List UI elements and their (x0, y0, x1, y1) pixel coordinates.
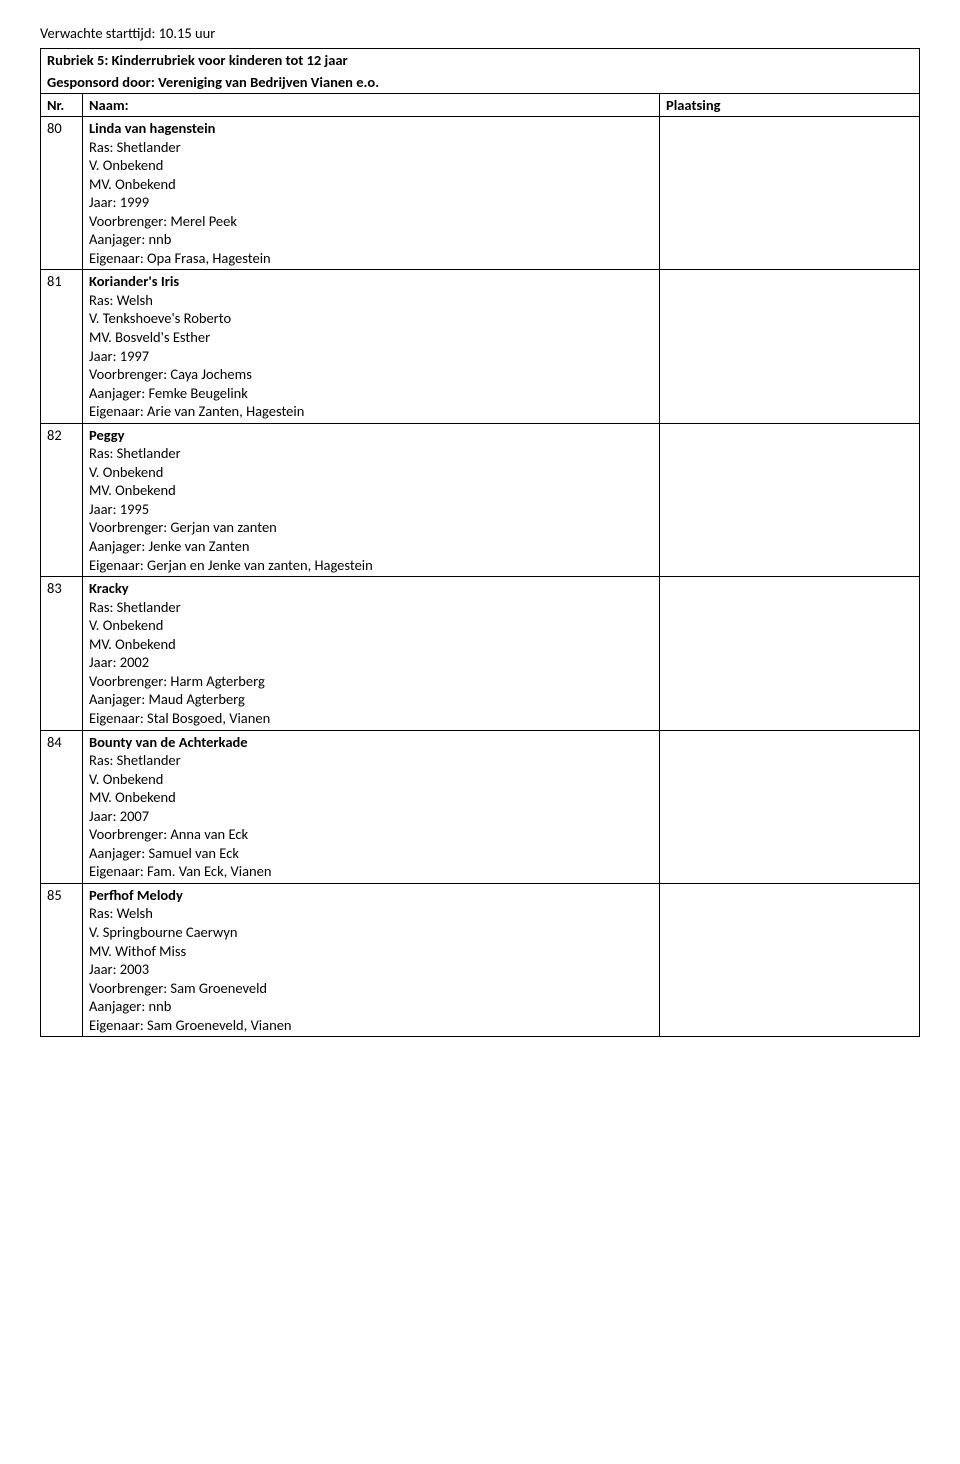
col-naam: Naam: (83, 94, 660, 117)
table-row: 81Koriander's IrisRas: WelshV. Tenkshoev… (41, 270, 920, 423)
entry-ras: Ras: Shetlander (89, 598, 653, 617)
entry-vader: V. Onbekend (89, 616, 653, 635)
entry-details: Perfhof MelodyRas: WelshV. Springbourne … (83, 883, 660, 1036)
entry-jaar: Jaar: 1995 (89, 500, 653, 519)
start-time-label: Verwachte starttijd: 10.15 uur (40, 24, 920, 42)
entry-eigenaar: Eigenaar: Arie van Zanten, Hagestein (89, 402, 653, 421)
entry-vader: V. Springbourne Caerwyn (89, 923, 653, 942)
entry-voorbrenger: Voorbrenger: Merel Peek (89, 212, 653, 231)
entry-nr: 85 (41, 883, 83, 1036)
entry-voorbrenger: Voorbrenger: Sam Groeneveld (89, 979, 653, 998)
entry-moeder: MV. Bosveld's Esther (89, 328, 653, 347)
entry-ras: Ras: Shetlander (89, 751, 653, 770)
table-row: 80Linda van hagensteinRas: ShetlanderV. … (41, 117, 920, 270)
table-row: 85Perfhof MelodyRas: WelshV. Springbourn… (41, 883, 920, 1036)
col-plaatsing: Plaatsing (659, 94, 919, 117)
entry-eigenaar: Eigenaar: Sam Groeneveld, Vianen (89, 1016, 653, 1035)
entry-moeder: MV. Withof Miss (89, 942, 653, 961)
entry-jaar: Jaar: 1999 (89, 193, 653, 212)
entry-ras: Ras: Welsh (89, 904, 653, 923)
entry-jaar: Jaar: 2003 (89, 960, 653, 979)
col-nr: Nr. (41, 94, 83, 117)
entry-name: Linda van hagenstein (89, 119, 653, 138)
entry-voorbrenger: Voorbrenger: Gerjan van zanten (89, 518, 653, 537)
rubriek-sponsor: Gesponsord door: Vereniging van Bedrijve… (41, 71, 920, 94)
entry-eigenaar: Eigenaar: Stal Bosgoed, Vianen (89, 709, 653, 728)
table-row: 84Bounty van de AchterkadeRas: Shetlande… (41, 730, 920, 883)
table-row: 83KrackyRas: ShetlanderV. OnbekendMV. On… (41, 577, 920, 730)
entry-ras: Ras: Shetlander (89, 138, 653, 157)
entry-vader: V. Tenkshoeve's Roberto (89, 309, 653, 328)
entry-name: Koriander's Iris (89, 272, 653, 291)
entry-vader: V. Onbekend (89, 463, 653, 482)
entry-jaar: Jaar: 2002 (89, 653, 653, 672)
entry-plaatsing (659, 577, 919, 730)
entry-name: Peggy (89, 426, 653, 445)
entry-moeder: MV. Onbekend (89, 788, 653, 807)
rubriek-title: Rubriek 5: Kinderrubriek voor kinderen t… (41, 49, 920, 72)
entry-aanjager: Aanjager: Maud Agterberg (89, 690, 653, 709)
entry-details: PeggyRas: ShetlanderV. OnbekendMV. Onbek… (83, 423, 660, 576)
entry-details: KrackyRas: ShetlanderV. OnbekendMV. Onbe… (83, 577, 660, 730)
entry-name: Kracky (89, 579, 653, 598)
entry-details: Bounty van de AchterkadeRas: ShetlanderV… (83, 730, 660, 883)
entries-table: Rubriek 5: Kinderrubriek voor kinderen t… (40, 48, 920, 1037)
entry-ras: Ras: Welsh (89, 291, 653, 310)
entry-details: Linda van hagensteinRas: ShetlanderV. On… (83, 117, 660, 270)
entry-plaatsing (659, 270, 919, 423)
entry-aanjager: Aanjager: Jenke van Zanten (89, 537, 653, 556)
entry-aanjager: Aanjager: nnb (89, 997, 653, 1016)
entry-name: Bounty van de Achterkade (89, 733, 653, 752)
entry-moeder: MV. Onbekend (89, 481, 653, 500)
entry-nr: 83 (41, 577, 83, 730)
entry-ras: Ras: Shetlander (89, 444, 653, 463)
entry-eigenaar: Eigenaar: Opa Frasa, Hagestein (89, 249, 653, 268)
table-row: 82PeggyRas: ShetlanderV. OnbekendMV. Onb… (41, 423, 920, 576)
entry-plaatsing (659, 423, 919, 576)
entry-moeder: MV. Onbekend (89, 175, 653, 194)
entry-moeder: MV. Onbekend (89, 635, 653, 654)
entry-eigenaar: Eigenaar: Fam. Van Eck, Vianen (89, 862, 653, 881)
entry-aanjager: Aanjager: nnb (89, 230, 653, 249)
entry-jaar: Jaar: 1997 (89, 347, 653, 366)
entry-voorbrenger: Voorbrenger: Caya Jochems (89, 365, 653, 384)
entry-nr: 80 (41, 117, 83, 270)
column-headers-row: Nr. Naam: Plaatsing (41, 94, 920, 117)
entry-nr: 82 (41, 423, 83, 576)
entry-aanjager: Aanjager: Samuel van Eck (89, 844, 653, 863)
entry-plaatsing (659, 883, 919, 1036)
entry-vader: V. Onbekend (89, 770, 653, 789)
entry-jaar: Jaar: 2007 (89, 807, 653, 826)
entry-plaatsing (659, 117, 919, 270)
entry-nr: 81 (41, 270, 83, 423)
rubriek-sponsor-row: Gesponsord door: Vereniging van Bedrijve… (41, 71, 920, 94)
entry-plaatsing (659, 730, 919, 883)
entry-details: Koriander's IrisRas: WelshV. Tenkshoeve'… (83, 270, 660, 423)
rubriek-title-row: Rubriek 5: Kinderrubriek voor kinderen t… (41, 49, 920, 72)
entry-voorbrenger: Voorbrenger: Harm Agterberg (89, 672, 653, 691)
entry-vader: V. Onbekend (89, 156, 653, 175)
entry-voorbrenger: Voorbrenger: Anna van Eck (89, 825, 653, 844)
entry-name: Perfhof Melody (89, 886, 653, 905)
entry-nr: 84 (41, 730, 83, 883)
entry-eigenaar: Eigenaar: Gerjan en Jenke van zanten, Ha… (89, 556, 653, 575)
entry-aanjager: Aanjager: Femke Beugelink (89, 384, 653, 403)
